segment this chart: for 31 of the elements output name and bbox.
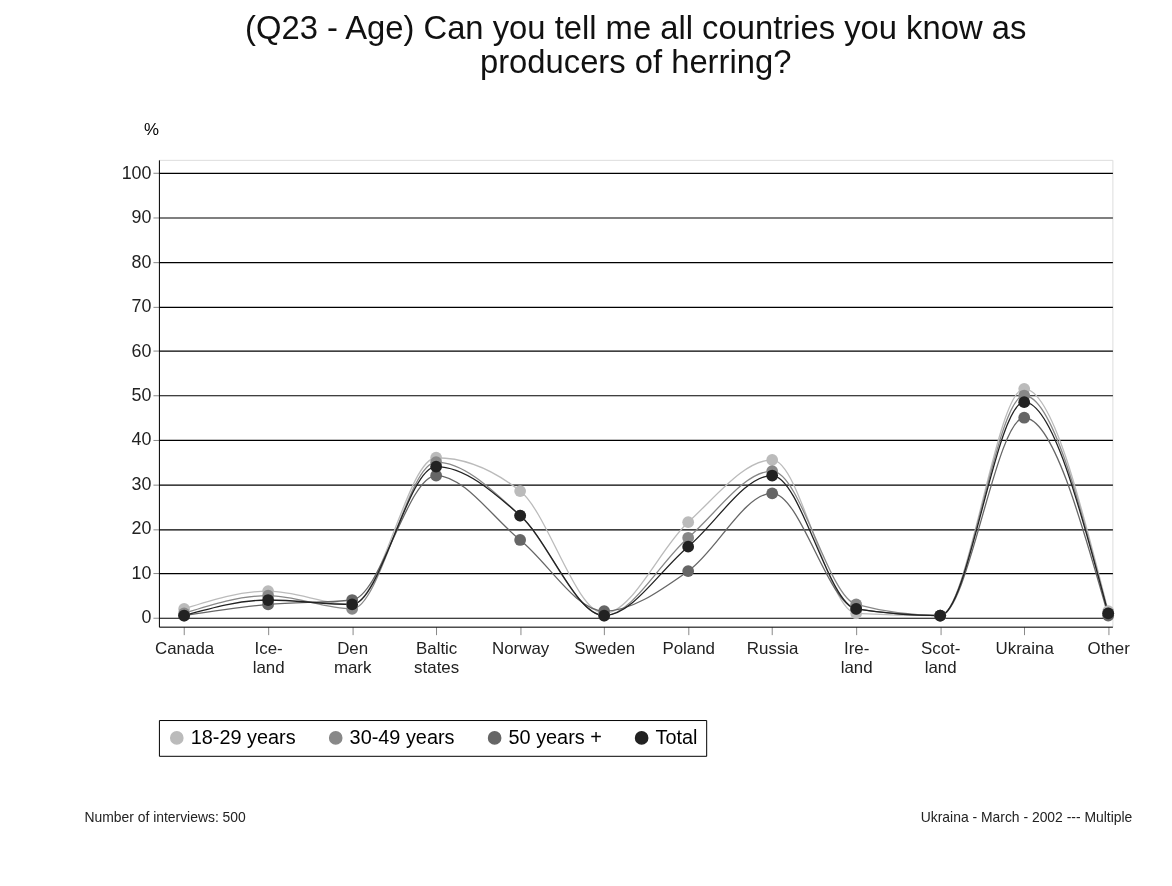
x-tick-label: Ice- land [252,639,285,677]
x-tick-label: Ukraina [995,639,1055,658]
y-axis-title: % [143,119,159,139]
y-tick-label: 30 [131,473,152,494]
chart-title: (Q23 - Age) Can you tell me all countries you know as producers of herring? [245,8,1027,81]
y-tick-label: 0 [141,607,152,628]
x-tick-label: Norway [492,639,550,658]
y-tick-label: 60 [131,340,152,361]
text: Ukraina - March - 2002 --- Multiple [920,809,1133,826]
y-tick-label: 10 [131,562,152,583]
legend-label: 50 years + [508,725,602,748]
y-tick-label: 20 [131,518,152,539]
x-tick-label: Other [1087,639,1131,658]
x-tick-label: Poland [662,639,715,658]
x-tick-label: Sweden [574,639,636,658]
y-tick-label: 70 [131,296,152,317]
x-tick-label: Ire- land [840,639,873,677]
x-tick-label: Russia [746,639,800,658]
legend-label: 30-49 years [349,725,455,748]
y-tick-label: 100 [121,162,152,183]
y-tick-label: 80 [131,251,152,272]
y-tick-label: 40 [131,429,152,450]
y-tick-label: 50 [131,384,152,405]
y-tick-label: 90 [131,207,152,228]
x-tick-label: Den mark [333,639,372,677]
legend-label: Total [655,725,698,748]
legend-label: 18-29 years [190,725,296,748]
x-tick-label: Baltic states [414,639,460,677]
x-tick-label: Scot- land [920,639,961,677]
text: Number of interviews: 500 [84,809,247,826]
x-tick-label: Canada [155,639,215,658]
